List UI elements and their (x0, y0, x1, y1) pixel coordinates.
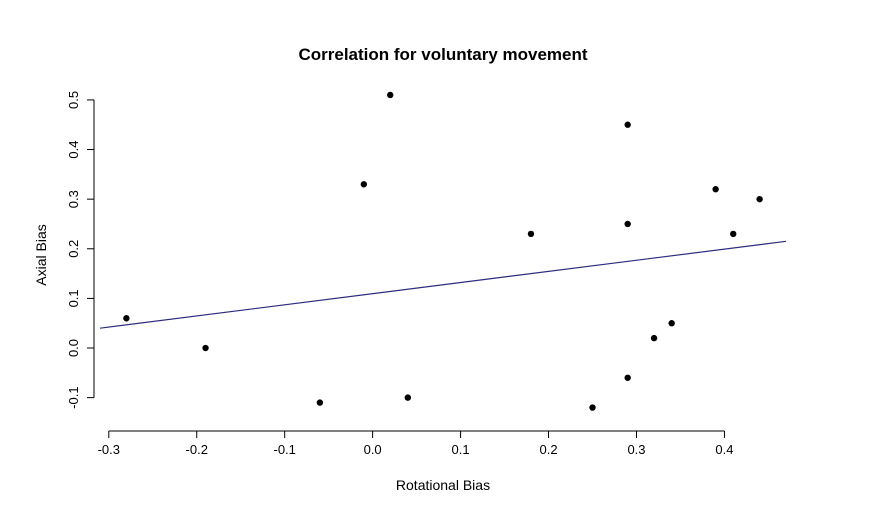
data-point (756, 195, 763, 203)
y-axis-label: Axial Bias (33, 224, 49, 285)
y-tick-label: 0.3 (66, 190, 81, 208)
data-point (730, 230, 737, 238)
x-axis-label: Rotational Bias (396, 477, 490, 493)
y-tick-label: 0.2 (66, 240, 81, 258)
data-point (650, 334, 658, 342)
data-point (123, 315, 130, 322)
x-tick-label: 0.2 (539, 442, 557, 457)
y-tick-label: 0.0 (66, 339, 81, 357)
data-point (527, 230, 535, 238)
data-point (404, 394, 412, 401)
data-point (668, 320, 675, 327)
x-tick-label: -0.3 (98, 442, 120, 457)
data-point (624, 220, 631, 228)
regression-line (99, 240, 787, 329)
regression-line-group (99, 240, 787, 329)
y-tick-label: -0.1 (66, 386, 81, 408)
data-point (712, 186, 719, 193)
data-points (123, 91, 763, 411)
data-point (202, 344, 209, 352)
data-point (624, 374, 631, 381)
x-tick-label: 0.3 (627, 442, 645, 457)
data-point (387, 91, 394, 99)
data-point (316, 399, 324, 406)
y-tick-label: 0.1 (66, 289, 81, 307)
axes: -0.3 -0.2 -0.1 0.0 0.1 0.2 0.3 0.4 -0.1 0.0 0.1 0.2… (66, 91, 733, 457)
x-tick-label: -0.2 (186, 442, 208, 457)
data-point (589, 404, 596, 411)
data-point (360, 181, 368, 188)
x-tick-label: -0.1 (273, 442, 295, 457)
chart-title: Correlation for voluntary movement (298, 45, 587, 64)
y-tick-label: 0.5 (66, 91, 81, 109)
y-tick-label: 0.4 (66, 141, 81, 159)
x-tick-label: 0.0 (364, 442, 382, 457)
x-tick-label: 0.4 (715, 442, 733, 457)
x-tick-label: 0.1 (452, 442, 470, 457)
data-point (624, 121, 631, 128)
